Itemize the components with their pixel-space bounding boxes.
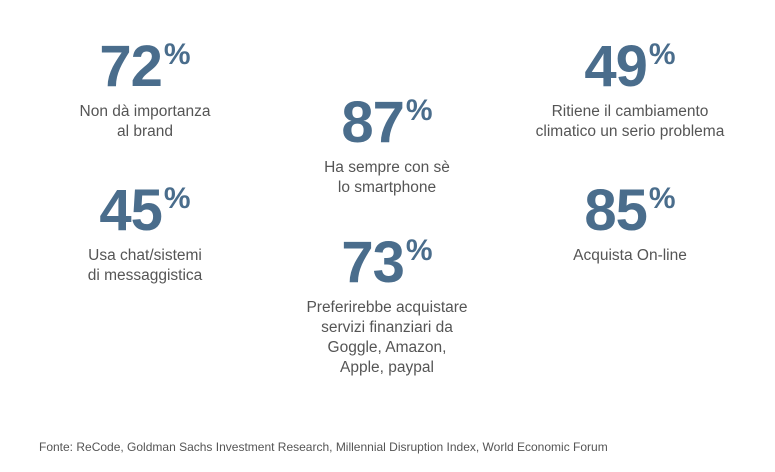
description-line: al brand — [116, 123, 173, 140]
source-footnote: Fonte: ReCode, Goldman Sachs Investment … — [39, 440, 608, 454]
stat-number: 73 — [341, 230, 405, 295]
stat-value: 49% — [584, 38, 675, 96]
description-line: di messaggistica — [87, 267, 203, 284]
percent-sign: % — [163, 182, 191, 215]
stat-online-shopping: 85% Acquista On-line — [573, 182, 687, 266]
stat-value: 85% — [584, 182, 675, 240]
stat-smartphone: 87% Ha sempre con sè lo smartphone — [324, 94, 450, 198]
stat-number: 72 — [99, 34, 163, 99]
stat-number: 45 — [99, 178, 163, 243]
stat-messaging: 45% Usa chat/sistemi di messaggistica — [88, 182, 203, 286]
stat-number: 49 — [584, 34, 648, 99]
percent-sign: % — [648, 38, 676, 71]
stat-climate-change: 49% Ritiene il cambiamento climatico un … — [536, 38, 725, 142]
stat-brand-importance: 72% Non dà importanza al brand — [80, 38, 211, 142]
stat-description: Non dà importanza al brand — [80, 102, 211, 142]
stat-number: 85 — [584, 178, 648, 243]
description-line: Goggle, Amazon, — [327, 339, 447, 356]
stat-description: Ha sempre con sè lo smartphone — [324, 158, 450, 198]
stat-value: 72% — [99, 38, 190, 96]
stat-description: Ritiene il cambiamento climatico un seri… — [536, 102, 725, 142]
stat-description: Preferirebbe acquistare servizi finanzia… — [306, 298, 467, 378]
description-line: climatico un serio problema — [535, 123, 725, 140]
description-line: servizi finanziari da — [321, 319, 453, 336]
stat-financial-services: 73% Preferirebbe acquistare servizi fina… — [306, 234, 467, 378]
percent-sign: % — [405, 94, 433, 127]
description-line: lo smartphone — [337, 179, 437, 196]
description-line: Ha sempre con sè — [324, 159, 450, 176]
description-line: Ritiene il cambiamento — [551, 103, 709, 120]
percent-sign: % — [648, 182, 676, 215]
description-line: Apple, paypal — [340, 359, 434, 376]
description-line: Preferirebbe acquistare — [306, 299, 468, 316]
stat-description: Acquista On-line — [573, 246, 687, 266]
percent-sign: % — [163, 38, 191, 71]
stat-value: 73% — [341, 234, 432, 292]
percent-sign: % — [405, 234, 433, 267]
description-line: Non dà importanza — [79, 103, 211, 120]
description-line: Acquista On-line — [573, 247, 687, 264]
stat-value: 45% — [99, 182, 190, 240]
description-line: Usa chat/sistemi — [88, 247, 202, 264]
stat-value: 87% — [341, 94, 432, 152]
stat-description: Usa chat/sistemi di messaggistica — [88, 246, 203, 286]
stat-number: 87 — [341, 90, 405, 155]
